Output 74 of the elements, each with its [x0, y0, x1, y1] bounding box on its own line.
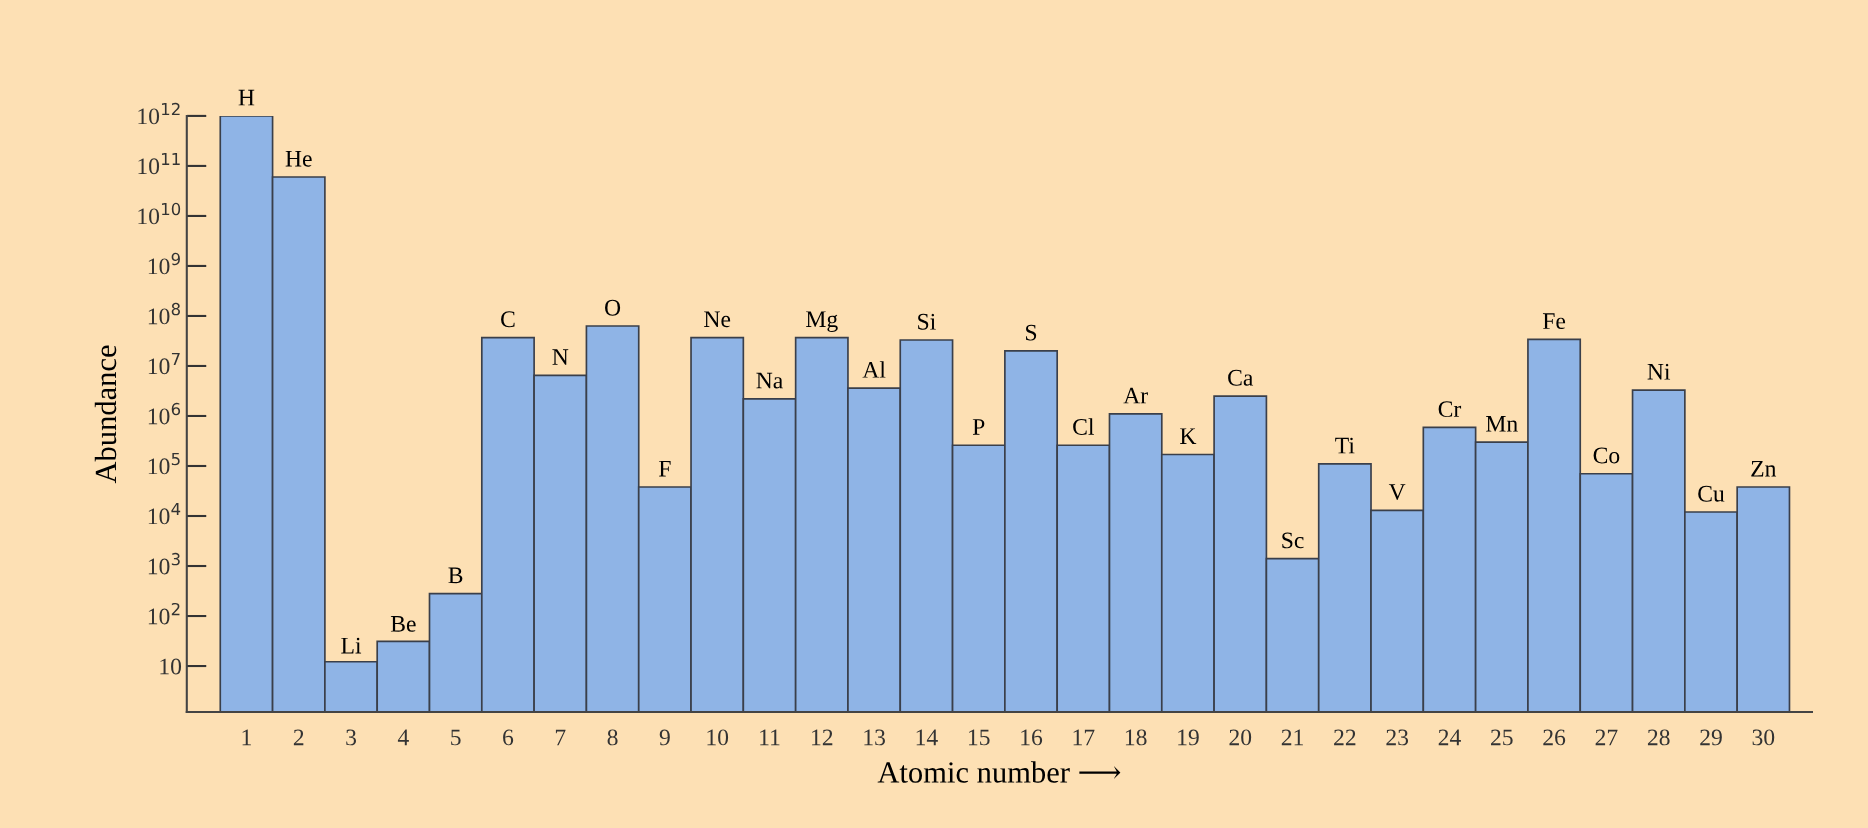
x-tick-label: 6	[503, 729, 514, 746]
x-tick-label: 24	[1438, 729, 1461, 746]
y-tick-label: 10$^{4}$	[148, 502, 181, 525]
x-tick-label: 9	[659, 729, 670, 746]
y-axis-title: Abundance	[94, 345, 117, 484]
x-tick-label: 3	[346, 729, 357, 746]
annotation: Cl	[1073, 418, 1095, 435]
y-tick-label: 10$^{6}$	[148, 402, 181, 425]
x-tick-label: 1	[242, 729, 251, 746]
x-tick-label: 12	[812, 729, 833, 746]
x-tick-label: 29	[1700, 729, 1722, 746]
annotation: He	[285, 150, 312, 167]
x-tick-label: 28	[1647, 729, 1670, 746]
annotation: Mn	[1486, 416, 1518, 432]
annotation: Sc	[1282, 532, 1304, 549]
y-tick-label: 10$^{11}$	[138, 152, 180, 175]
annotation: Fe	[1542, 313, 1566, 330]
annotation: Li	[341, 637, 362, 654]
y-tick-label: 10$^{12}$	[138, 102, 180, 125]
x-tick-label: 15	[968, 729, 990, 746]
y-tick-label: 10	[160, 658, 182, 675]
x-tick-label: 23	[1386, 729, 1409, 746]
x-tick-label: 25	[1491, 729, 1513, 746]
annotation: Na	[756, 372, 783, 389]
x-tick-label: 22	[1334, 729, 1356, 746]
x-tick-label: 30	[1752, 729, 1775, 746]
y-tick-label: 10$^{8}$	[148, 302, 180, 325]
annotation: F	[658, 460, 671, 477]
x-axis-title: Atomic number ⟶	[877, 761, 1121, 783]
annotation: Ti	[1335, 437, 1355, 454]
annotation: Cu	[1698, 485, 1725, 502]
annotation: Si	[918, 313, 936, 330]
annotation: P	[972, 419, 985, 435]
x-tick-label: 11	[760, 729, 780, 746]
annotation: Ni	[1647, 363, 1671, 380]
annotation: Ne	[704, 311, 731, 328]
x-tick-label: 2	[293, 729, 304, 746]
y-tick-label: 10$^{5}$	[148, 452, 180, 475]
annotation: S	[1026, 324, 1037, 341]
annotation: B	[448, 567, 463, 584]
annotation: H	[238, 89, 255, 106]
annotation: C	[501, 311, 515, 328]
annotation: Ca	[1228, 369, 1254, 386]
annotation: N	[552, 349, 569, 365]
annotation: Co	[1593, 447, 1620, 464]
x-tick-label: 27	[1595, 729, 1618, 746]
annotation: Mg	[806, 311, 838, 332]
annotation: Cr	[1438, 401, 1462, 418]
y-tick-label: 10$^{10}$	[138, 202, 181, 225]
x-tick-label: 26	[1543, 729, 1566, 746]
annotation: Zn	[1751, 460, 1777, 477]
x-tick-label: 18	[1125, 729, 1147, 746]
y-tick-label: 10$^{2}$	[148, 602, 180, 625]
x-tick-label: 17	[1073, 729, 1095, 746]
x-tick-label: 10	[707, 729, 729, 746]
x-tick-label: 13	[864, 729, 885, 746]
x-tick-label: 19	[1178, 729, 1199, 746]
x-tick-label: 5	[451, 729, 461, 746]
x-tick-label: 4	[397, 729, 409, 746]
x-tick-label: 20	[1229, 729, 1252, 746]
y-tick-label: 10$^{3}$	[148, 552, 180, 575]
annotation: V	[1388, 484, 1406, 501]
x-tick-label: 7	[555, 729, 566, 746]
annotation: Be	[390, 616, 416, 632]
annotation: Al	[862, 361, 886, 378]
annotation: K	[1180, 428, 1197, 444]
x-tick-label: 8	[607, 729, 618, 746]
x-tick-label: 16	[1021, 729, 1043, 746]
x-tick-label: 21	[1281, 729, 1303, 746]
annotation: O	[605, 299, 621, 316]
y-tick-label: 10$^{9}$	[148, 252, 180, 275]
annotation: Ar	[1123, 387, 1148, 404]
x-tick-label: 14	[916, 729, 938, 746]
y-tick-label: 10$^{7}$	[148, 352, 180, 375]
